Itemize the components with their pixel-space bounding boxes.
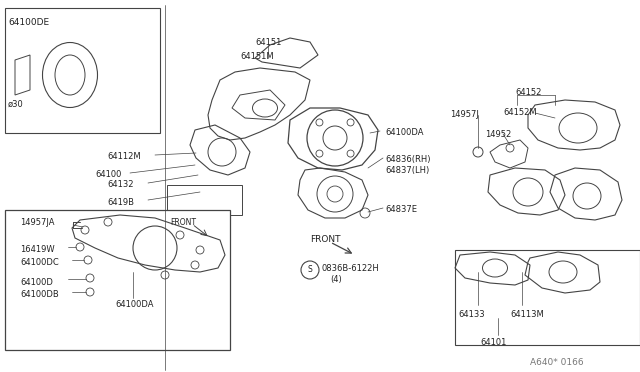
Text: 64101: 64101 xyxy=(480,338,506,347)
Text: FRONT: FRONT xyxy=(170,218,196,227)
Text: 6419B: 6419B xyxy=(107,198,134,207)
Text: 64100DC: 64100DC xyxy=(20,258,59,267)
Bar xyxy=(167,185,242,215)
Text: FRONT: FRONT xyxy=(310,235,340,244)
Text: 64113M: 64113M xyxy=(510,310,544,319)
Text: 64133: 64133 xyxy=(458,310,484,319)
Text: 64100D: 64100D xyxy=(20,278,53,287)
Circle shape xyxy=(301,261,319,279)
Text: ø30: ø30 xyxy=(8,100,24,109)
Text: 64836(RH): 64836(RH) xyxy=(385,155,431,164)
Text: 14957JA: 14957JA xyxy=(20,218,54,227)
Text: 14952: 14952 xyxy=(485,130,511,139)
Text: 64151: 64151 xyxy=(255,38,282,47)
Text: S: S xyxy=(308,266,312,275)
Text: A640* 0166: A640* 0166 xyxy=(530,358,584,367)
Text: 64100DA: 64100DA xyxy=(115,300,154,309)
Bar xyxy=(5,210,230,350)
Text: 64151M: 64151M xyxy=(240,52,274,61)
Text: 64112M: 64112M xyxy=(107,152,141,161)
Text: 64837(LH): 64837(LH) xyxy=(385,166,429,175)
Bar xyxy=(5,8,160,133)
Text: 0836B-6122H: 0836B-6122H xyxy=(322,264,380,273)
Text: 64152M: 64152M xyxy=(503,108,536,117)
Text: 64100DA: 64100DA xyxy=(385,128,424,137)
Text: 64100DE: 64100DE xyxy=(8,18,49,27)
Text: 64100: 64100 xyxy=(95,170,122,179)
Bar xyxy=(455,250,640,345)
Text: 64152: 64152 xyxy=(515,88,541,97)
Text: 16419W: 16419W xyxy=(20,245,54,254)
Text: 64100DB: 64100DB xyxy=(20,290,59,299)
Text: 64132: 64132 xyxy=(107,180,134,189)
Text: 14957J: 14957J xyxy=(450,110,479,119)
Text: 64837E: 64837E xyxy=(385,205,417,214)
Text: (4): (4) xyxy=(330,275,342,284)
